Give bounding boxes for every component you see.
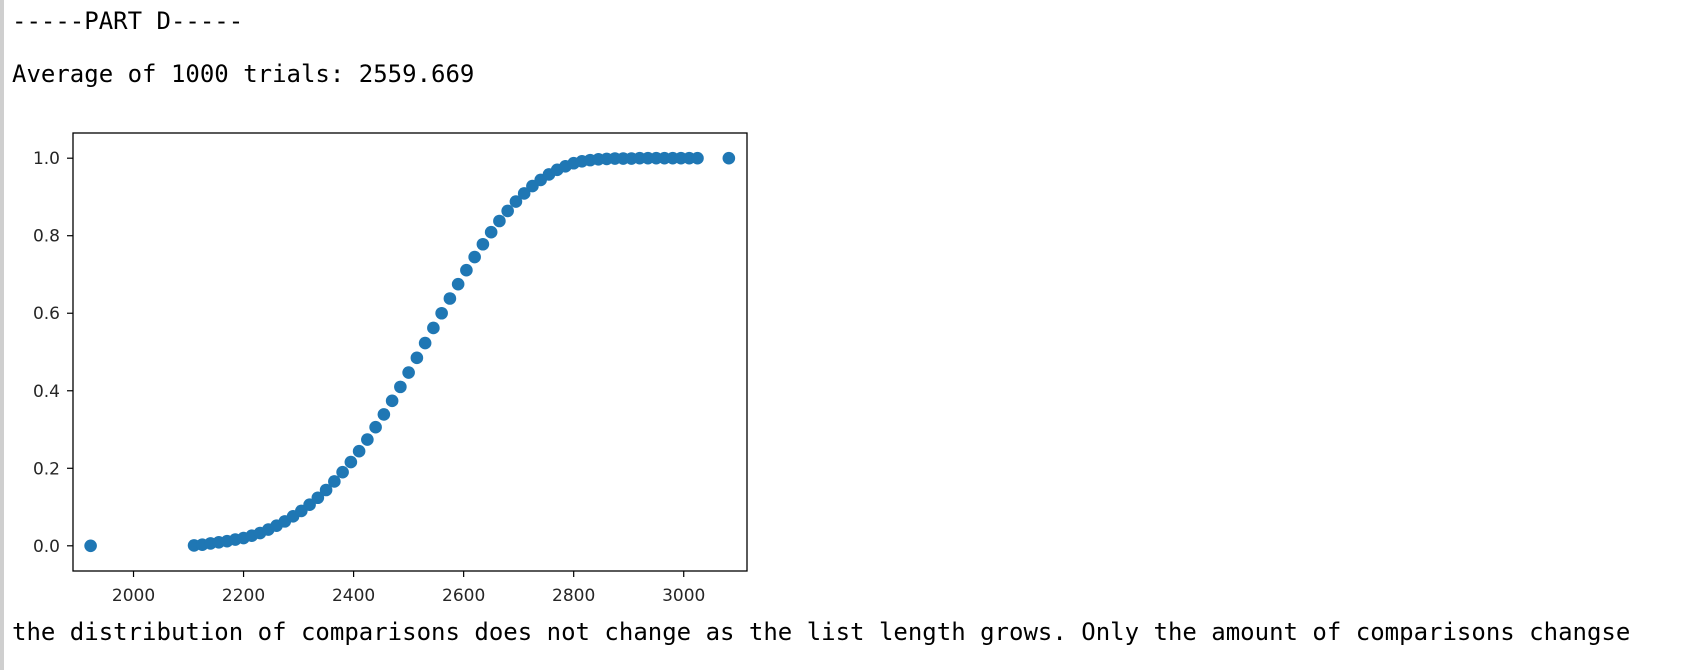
x-tick-label: 3000 (662, 586, 705, 606)
data-point (369, 420, 382, 434)
data-point (344, 455, 358, 469)
x-tick-label: 2400 (332, 586, 375, 606)
data-point (427, 321, 440, 335)
output-average-line: Average of 1000 trials: 2559.669 (12, 60, 475, 88)
data-point (377, 408, 391, 421)
data-point (451, 277, 465, 291)
data-point (484, 225, 498, 239)
data-point (84, 539, 97, 553)
data-point (418, 336, 432, 350)
data-point (493, 214, 506, 228)
output-heading-part-d: -----PART D----- (12, 7, 244, 35)
data-point (311, 491, 325, 505)
data-point (722, 151, 736, 165)
y-tick-label: 0.6 (33, 304, 60, 324)
data-point (328, 475, 341, 488)
y-tick-label: 0.2 (33, 459, 60, 479)
data-point (517, 187, 531, 200)
y-tick-label: 1.0 (33, 149, 60, 169)
data-point (361, 433, 374, 446)
plot-frame (72, 132, 748, 572)
data-point (501, 204, 514, 218)
x-tick-label: 2000 (112, 586, 155, 606)
data-point (303, 498, 316, 512)
data-point (336, 465, 349, 479)
data-point (460, 263, 473, 277)
data-point (476, 237, 490, 251)
y-tick-label: 0.8 (33, 227, 60, 247)
axis-ticks: 2000 2200 2400 2600 2800 3000 0.0 0.2 0.4 0.6 0.8 1… (33, 149, 705, 606)
data-point (319, 483, 333, 497)
data-point (394, 380, 407, 394)
data-point (385, 394, 399, 408)
cell-left-border (0, 0, 4, 670)
output-conclusion-line: the distribution of comparisons does not… (12, 618, 1631, 646)
data-point (468, 250, 481, 264)
y-tick-label: 0.4 (33, 382, 60, 402)
data-point (352, 444, 366, 458)
data-point (443, 292, 457, 305)
data-point (402, 366, 415, 379)
data-point (435, 306, 448, 320)
data-point (509, 195, 523, 208)
data-point (410, 351, 424, 365)
data-point (691, 151, 704, 165)
x-tick-label: 2200 (222, 586, 265, 606)
x-tick-label: 2800 (552, 586, 595, 606)
x-tick-label: 2600 (442, 586, 485, 606)
y-tick-label: 0.0 (33, 537, 60, 557)
data-points (84, 151, 736, 553)
